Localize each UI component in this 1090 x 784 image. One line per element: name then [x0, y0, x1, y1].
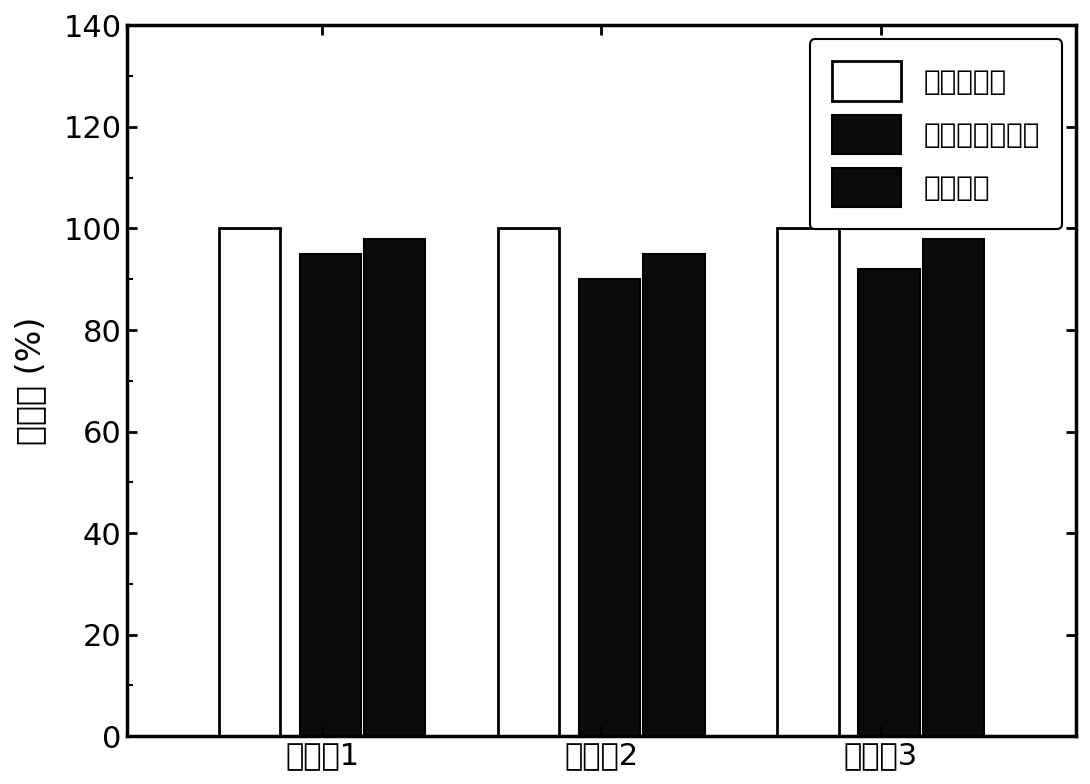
Bar	[219, 228, 280, 736]
Bar	[643, 254, 704, 736]
Y-axis label: 抗菌率 (%): 抗菌率 (%)	[14, 317, 47, 445]
Bar	[777, 228, 838, 736]
Bar	[300, 254, 361, 736]
Legend: 变异钉球菌, 金黄色葡萄球菌, 大肠杆菌: 变异钉球菌, 金黄色葡萄球菌, 大肠杆菌	[810, 39, 1063, 230]
Bar	[498, 228, 559, 736]
Bar	[922, 238, 984, 736]
Bar	[858, 269, 920, 736]
Bar	[364, 238, 425, 736]
Bar	[579, 279, 641, 736]
